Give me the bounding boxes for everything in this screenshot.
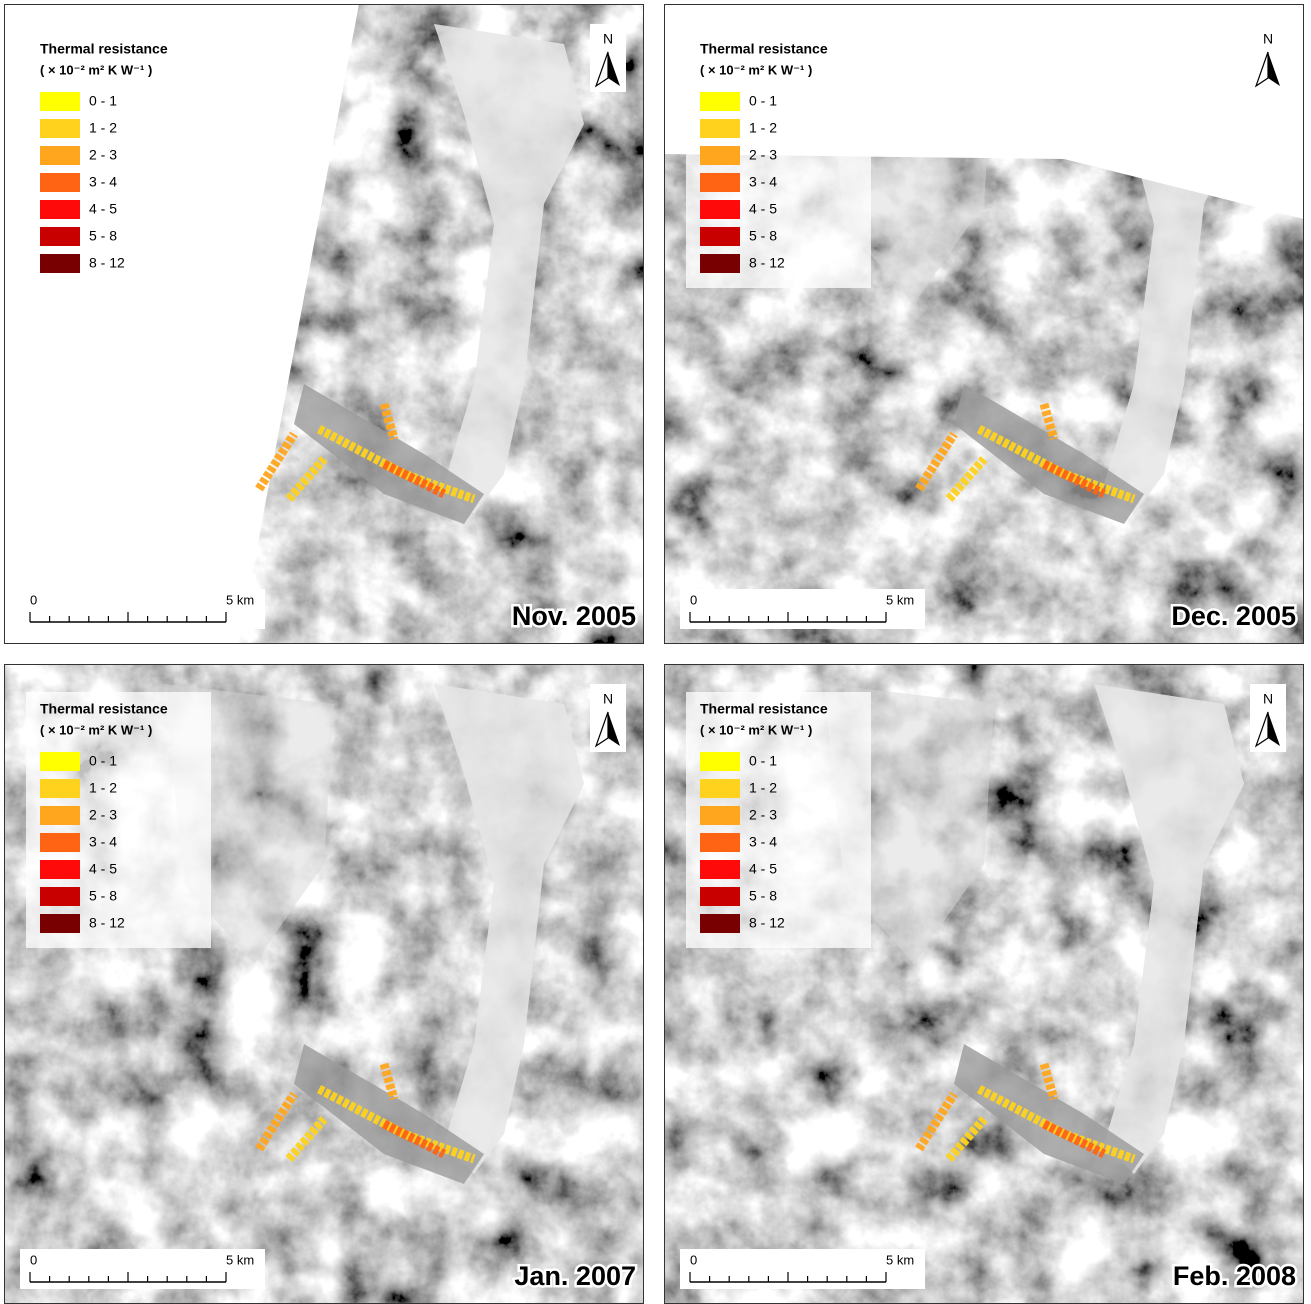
panel-date: Nov. 2005 [512, 601, 636, 631]
legend-label: 4 - 5 [89, 861, 117, 877]
legend-label: 4 - 5 [749, 201, 777, 217]
north-label: N [1263, 31, 1273, 47]
scale-start: 0 [690, 1252, 697, 1267]
legend-swatch [700, 914, 740, 933]
legend-label: 5 - 8 [89, 228, 117, 244]
legend-swatch [700, 806, 740, 825]
legend-label: 8 - 12 [749, 255, 785, 271]
legend-swatch [700, 227, 740, 246]
legend-title: Thermal resistance [700, 41, 828, 57]
legend-swatch [40, 833, 80, 852]
map-panel: Thermal resistance ( × 10⁻² m² K W⁻¹ ) 0 -… [664, 4, 1304, 644]
legend-swatch [40, 254, 80, 273]
legend-title: Thermal resistance [40, 701, 168, 717]
legend-swatch [700, 119, 740, 138]
legend-swatch [40, 779, 80, 798]
north-label: N [603, 691, 613, 707]
legend-label: 2 - 3 [89, 807, 117, 823]
legend-swatch [700, 752, 740, 771]
legend-swatch [40, 173, 80, 192]
legend-units: ( × 10⁻² m² K W⁻¹ ) [40, 722, 152, 737]
legend-label: 8 - 12 [749, 915, 785, 931]
legend-label: 3 - 4 [89, 834, 117, 850]
map-panel: Thermal resistance ( × 10⁻² m² K W⁻¹ ) 0 -… [664, 664, 1304, 1304]
scale-end: 5 km [886, 1252, 914, 1267]
map-panel: Thermal resistance ( × 10⁻² m² K W⁻¹ ) 0 -… [4, 4, 644, 644]
scale-start: 0 [690, 592, 697, 607]
legend-label: 3 - 4 [749, 174, 777, 190]
legend-units: ( × 10⁻² m² K W⁻¹ ) [40, 62, 152, 77]
legend-label: 0 - 1 [749, 753, 777, 769]
legend-label: 1 - 2 [749, 780, 777, 796]
legend-swatch [40, 119, 80, 138]
figure: Thermal resistance ( × 10⁻² m² K W⁻¹ ) 0 -… [0, 0, 1311, 1304]
legend-label: 5 - 8 [89, 888, 117, 904]
legend-label: 8 - 12 [89, 915, 125, 931]
legend-label: 5 - 8 [749, 888, 777, 904]
legend-title: Thermal resistance [40, 41, 168, 57]
legend-swatch [700, 200, 740, 219]
legend-label: 8 - 12 [89, 255, 125, 271]
legend-units: ( × 10⁻² m² K W⁻¹ ) [700, 62, 812, 77]
legend-swatch [40, 752, 80, 771]
scale-start: 0 [30, 1252, 37, 1267]
scale-start: 0 [30, 592, 37, 607]
panel-date: Jan. 2007 [514, 1261, 636, 1291]
legend-label: 2 - 3 [749, 147, 777, 163]
legend-label: 3 - 4 [89, 174, 117, 190]
legend-label: 4 - 5 [89, 201, 117, 217]
legend-swatch [700, 173, 740, 192]
panel-date: Dec. 2005 [1171, 601, 1296, 631]
legend-swatch [40, 914, 80, 933]
legend-label: 3 - 4 [749, 834, 777, 850]
legend-label: 0 - 1 [89, 93, 117, 109]
legend-swatch [40, 200, 80, 219]
map-panel: Thermal resistance ( × 10⁻² m² K W⁻¹ ) 0 -… [4, 664, 644, 1304]
legend-swatch [40, 146, 80, 165]
legend-label: 5 - 8 [749, 228, 777, 244]
legend-swatch [700, 254, 740, 273]
north-label: N [603, 31, 613, 47]
legend-units: ( × 10⁻² m² K W⁻¹ ) [700, 722, 812, 737]
legend-swatch [700, 779, 740, 798]
legend-swatch [40, 806, 80, 825]
scale-end: 5 km [226, 592, 254, 607]
legend-label: 2 - 3 [89, 147, 117, 163]
north-label: N [1263, 691, 1273, 707]
legend-label: 2 - 3 [749, 807, 777, 823]
legend-swatch [700, 887, 740, 906]
legend-swatch [40, 860, 80, 879]
legend-label: 4 - 5 [749, 861, 777, 877]
legend-swatch [700, 833, 740, 852]
legend-swatch [700, 860, 740, 879]
legend-swatch [40, 227, 80, 246]
panel-date: Feb. 2008 [1173, 1261, 1296, 1291]
legend-label: 1 - 2 [89, 780, 117, 796]
scale-end: 5 km [886, 592, 914, 607]
scale-end: 5 km [226, 1252, 254, 1267]
legend-title: Thermal resistance [700, 701, 828, 717]
legend-label: 0 - 1 [749, 93, 777, 109]
legend-swatch [40, 92, 80, 111]
legend-swatch [700, 92, 740, 111]
legend-label: 1 - 2 [89, 120, 117, 136]
legend-label: 1 - 2 [749, 120, 777, 136]
legend-label: 0 - 1 [89, 753, 117, 769]
legend-swatch [40, 887, 80, 906]
legend-swatch [700, 146, 740, 165]
